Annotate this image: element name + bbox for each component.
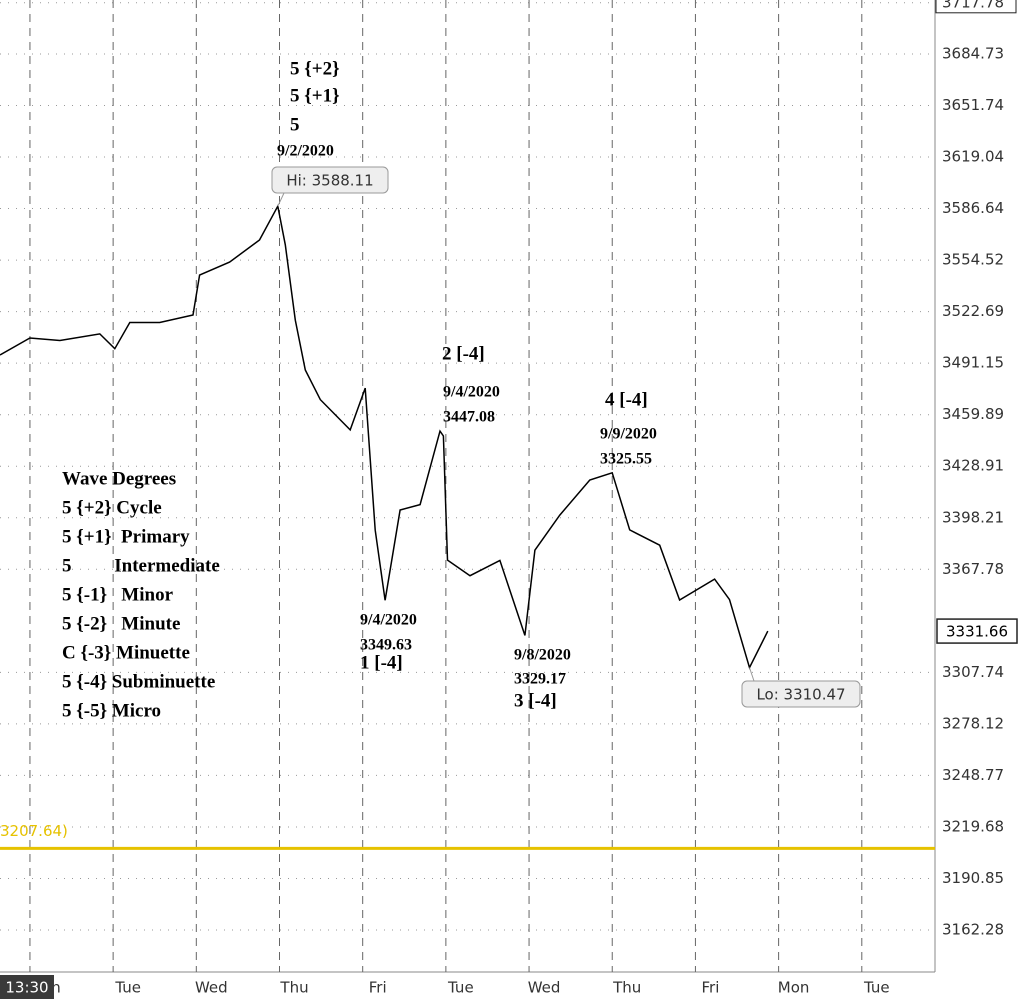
x-tick-label: Thu: [612, 979, 641, 997]
y-tick-label: 3278.12: [942, 714, 1004, 732]
wave-annotation: 3 [-4]: [514, 690, 557, 711]
wave-annotation: 5 {+2}: [290, 58, 340, 79]
x-tick-label: Fri: [701, 979, 719, 997]
x-tick-label: Wed: [195, 979, 228, 997]
y-tick-label: 3491.15: [942, 354, 1004, 372]
last-price-label: 3331.66: [946, 623, 1008, 641]
callout-label: Lo: 3310.47: [756, 686, 845, 704]
wave-legend-line: 5 Intermediate: [62, 555, 220, 576]
top-tick-box: [935, 0, 1017, 14]
wave-annotation: 9/4/2020: [443, 384, 500, 401]
x-tick-label: Fri: [369, 979, 387, 997]
callout-box: [741, 680, 861, 708]
y-tick-label: 3684.73: [942, 44, 1004, 62]
wave-annotation: 9/9/2020: [600, 426, 657, 443]
y-tick-label: 3522.69: [942, 302, 1004, 320]
y-tick-label: 3586.64: [942, 199, 1004, 217]
callout-box: [271, 166, 389, 194]
callout-pointer: [277, 192, 285, 207]
wave-legend-line: 5 {-5} Micro: [62, 700, 161, 721]
x-tick-label: Tue: [114, 979, 141, 997]
wave-annotation: 9/2/2020: [277, 143, 334, 160]
wave-annotation: 9/8/2020: [514, 647, 571, 664]
wave-legend-line: 5 {+2} Cycle: [62, 497, 162, 518]
y-tick-label: 3554.52: [942, 251, 1004, 269]
x-tick-label: Mon: [778, 979, 810, 997]
y-tick-label: 3717.78: [942, 0, 1004, 11]
y-tick-label: 3219.68: [942, 817, 1004, 835]
wave-annotation: 3325.55: [600, 451, 652, 468]
callout-pointer: [749, 667, 755, 682]
wave-annotation: 3349.63: [360, 637, 412, 654]
y-tick-label: 3307.74: [942, 663, 1004, 681]
wave-annotation: 3447.08: [443, 409, 495, 426]
wave-legend-line: 5 {-4} Subminuette: [62, 671, 215, 692]
x-tick-label: Tue: [447, 979, 474, 997]
x-tick-label: Wed: [528, 979, 561, 997]
price-line: [0, 204, 769, 670]
y-tick-label: 3619.04: [942, 148, 1004, 166]
y-tick-label: 3162.28: [942, 921, 1004, 939]
wave-legend-line: 5 {-2} Minute: [62, 613, 180, 634]
wave-legend-line: C {-3} Minuette: [62, 642, 190, 663]
y-tick-label: 3459.89: [942, 405, 1004, 423]
y-tick-label: 3651.74: [942, 96, 1004, 114]
wave-annotation: 5 {+1}: [290, 85, 340, 106]
wave-legend-line: Wave Degrees: [62, 468, 176, 489]
wave-annotation: 1 [-4]: [360, 652, 403, 673]
last-price-box: [936, 618, 1018, 644]
y-tick-label: 3190.85: [942, 869, 1004, 887]
wave-annotation: 3329.17: [514, 671, 566, 688]
y-tick-label: 3428.91: [942, 457, 1004, 475]
callout-label: Hi: 3588.11: [286, 172, 373, 190]
wave-annotation: 4 [-4]: [605, 389, 648, 410]
wave-legend-line: 5 {-1} Minor: [62, 584, 174, 605]
wave-legend-line: 5 {+1} Primary: [62, 526, 190, 547]
cursor-time: 13:30: [5, 979, 48, 997]
wave-annotation: 2 [-4]: [442, 343, 485, 364]
cursor-time-box: [0, 975, 54, 999]
x-tick-label: Thu: [279, 979, 308, 997]
y-tick-label: 3248.77: [942, 766, 1004, 784]
y-tick-label: 3367.78: [942, 560, 1004, 578]
wave-annotation: 5: [290, 114, 300, 135]
wave-annotation: 9/4/2020: [360, 612, 417, 629]
y-tick-label: 3398.21: [942, 508, 1004, 526]
x-tick-label: Tue: [863, 979, 890, 997]
reference-label: 3207.64): [0, 822, 68, 840]
